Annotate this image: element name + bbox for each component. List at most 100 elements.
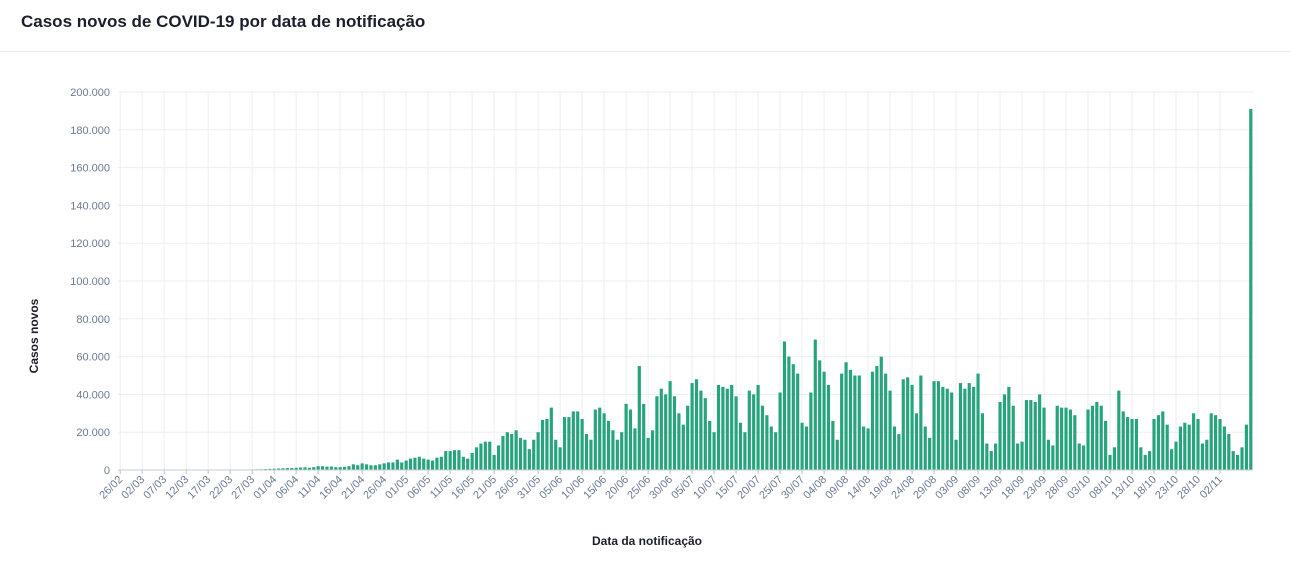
bar[interactable] [919,375,923,471]
bar[interactable] [1029,400,1033,470]
bar[interactable] [1183,422,1187,470]
bar[interactable] [923,426,927,470]
bar[interactable] [378,464,382,470]
bar[interactable] [963,388,967,470]
bar[interactable] [536,432,540,470]
bar[interactable] [589,439,593,470]
bar[interactable] [994,443,998,470]
bar[interactable] [470,452,474,470]
bar[interactable] [659,388,663,470]
bar[interactable] [1038,394,1042,470]
bar[interactable] [769,426,773,470]
bar[interactable] [1222,426,1226,470]
bar[interactable] [650,430,655,470]
bar[interactable] [809,392,813,470]
bar[interactable] [835,439,839,470]
bar[interactable] [1161,411,1165,470]
bar[interactable] [840,373,844,470]
bar[interactable] [1218,418,1222,470]
bar[interactable] [1095,401,1099,470]
bar[interactable] [1007,386,1011,470]
bar[interactable] [1086,409,1090,470]
bar[interactable] [721,386,725,470]
bar[interactable] [1104,420,1108,470]
bar[interactable] [1068,409,1073,470]
bar[interactable] [598,407,602,470]
bar[interactable] [492,454,496,470]
bar[interactable] [351,464,355,470]
bar[interactable] [1117,390,1121,470]
bar[interactable] [796,373,800,470]
bar[interactable] [1073,415,1077,470]
bar[interactable] [545,418,549,470]
bar[interactable] [884,373,888,470]
bar[interactable] [642,403,646,470]
bar[interactable] [1139,447,1143,470]
bar[interactable] [1240,447,1244,470]
bar[interactable] [686,405,690,470]
bar[interactable] [523,439,527,470]
bar[interactable] [488,441,492,470]
bar[interactable] [268,468,272,470]
bar[interactable] [422,458,426,470]
bar[interactable] [615,439,619,470]
bar[interactable] [730,384,734,470]
bar[interactable] [325,466,329,470]
bar[interactable] [655,396,659,470]
bar[interactable] [879,356,883,470]
bar[interactable] [439,456,443,470]
bar[interactable] [1082,445,1086,470]
bar[interactable] [1090,405,1095,470]
bar[interactable] [342,466,347,470]
bar[interactable] [290,468,294,470]
bar[interactable] [1108,454,1112,470]
bar[interactable] [1236,454,1240,470]
bar[interactable] [505,432,509,470]
bar[interactable] [584,434,589,470]
bar[interactable] [1024,400,1029,470]
bar[interactable] [298,467,303,470]
bar[interactable] [703,398,707,470]
bar[interactable] [712,432,716,470]
bar[interactable] [1011,405,1015,470]
bar[interactable] [360,463,364,470]
bar[interactable] [765,415,769,470]
bar[interactable] [1020,441,1024,470]
bar[interactable] [725,388,729,470]
bar[interactable] [435,457,439,470]
bar[interactable] [483,441,487,470]
bar[interactable] [787,356,791,470]
bar[interactable] [1099,405,1103,470]
bar[interactable] [386,462,391,470]
bar[interactable] [932,381,936,470]
bar[interactable] [1148,451,1152,470]
bar[interactable] [1214,415,1218,470]
bar[interactable] [329,466,333,470]
bar[interactable] [417,456,421,470]
bar[interactable] [906,377,910,470]
bar[interactable] [294,467,298,470]
bar[interactable] [461,456,465,470]
bar[interactable] [1196,418,1200,470]
bar[interactable] [633,428,637,470]
bar[interactable] [914,413,919,470]
bar[interactable] [567,417,571,470]
bar[interactable] [747,390,751,470]
bar[interactable] [774,432,778,470]
bar[interactable] [312,467,316,470]
bar[interactable] [593,409,597,470]
bar[interactable] [941,386,945,470]
bar[interactable] [1064,407,1068,470]
bar[interactable] [562,417,567,470]
bar[interactable] [320,466,325,470]
bar[interactable] [602,413,606,470]
bar[interactable] [716,384,721,470]
bar[interactable] [853,375,857,471]
bar[interactable] [576,411,580,470]
bar[interactable] [831,420,835,470]
bar[interactable] [752,394,756,470]
bar[interactable] [1170,449,1174,470]
bar[interactable] [391,462,395,470]
bar[interactable] [950,392,954,470]
bar[interactable] [624,403,628,470]
